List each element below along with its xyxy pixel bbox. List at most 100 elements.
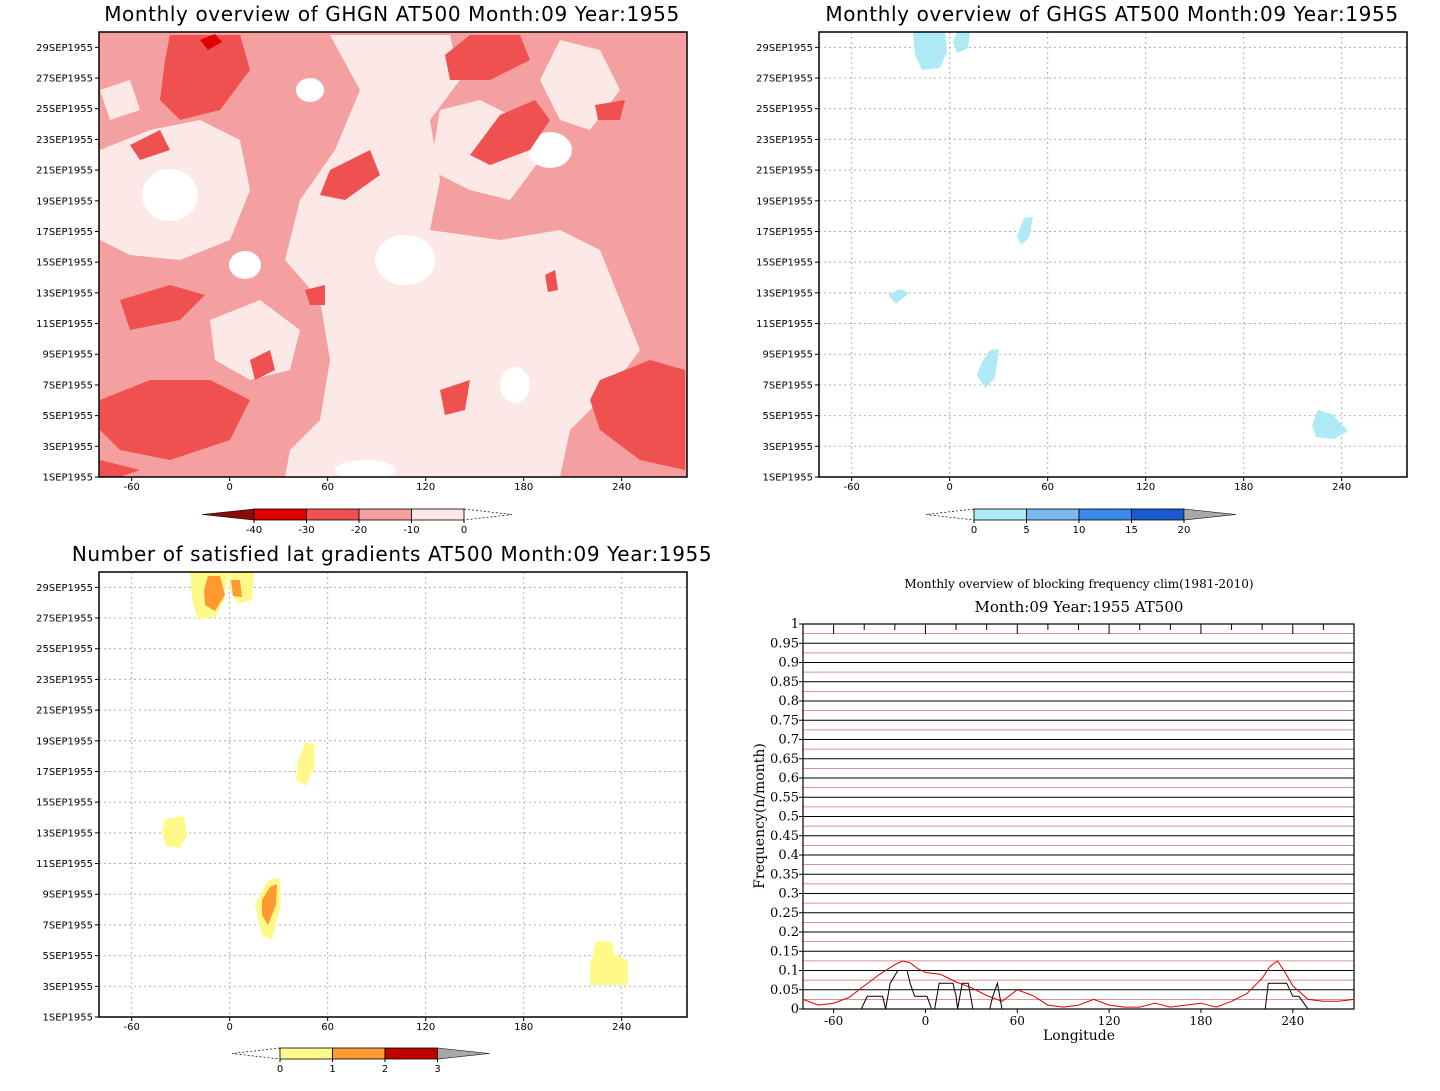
ghgn-title: Monthly overview of GHGN AT500 Month:09 … xyxy=(104,2,680,26)
x-tick-label: 240 xyxy=(612,1022,631,1033)
y-tick-label: 11SEP1955 xyxy=(36,859,93,870)
colorbar-segment xyxy=(279,1047,333,1060)
y-tick-label: 11SEP1955 xyxy=(756,319,813,330)
x-tick-label: 180 xyxy=(514,482,533,493)
y-tick-label: 7SEP1955 xyxy=(42,380,93,391)
lat-gradients-colorbar: 0 1 2 3 xyxy=(231,1047,490,1075)
lat-gradients-patch xyxy=(231,580,242,597)
ghgn-dark-region xyxy=(445,35,530,80)
y-tick-label: 0.95 xyxy=(770,636,799,651)
y-tick-label: 0.85 xyxy=(770,675,799,690)
y-tick-label: 17SEP1955 xyxy=(36,227,93,238)
ghgn-dark-region xyxy=(595,100,625,120)
y-tick-label: 27SEP1955 xyxy=(36,74,93,85)
ghgn-light-region xyxy=(210,300,300,380)
y-tick-label: 0.35 xyxy=(770,867,799,882)
ghgs-patch xyxy=(913,32,947,70)
x-tick-label: -60 xyxy=(824,1014,843,1028)
x-tick-label: 120 xyxy=(416,482,435,493)
ghgn-light-region xyxy=(285,35,640,477)
y-tick-label: 13SEP1955 xyxy=(36,288,93,299)
x-tick-label: 120 xyxy=(1136,482,1155,493)
ghgn-white-patch xyxy=(296,78,324,102)
y-tick-label: 19SEP1955 xyxy=(36,736,93,747)
x-tick-label: 120 xyxy=(416,1022,435,1033)
lat-gradients-grid xyxy=(99,572,687,1017)
colorbar-low-triangle xyxy=(925,508,975,521)
ghgn-dark-region xyxy=(100,460,140,477)
y-tick-label: 25SEP1955 xyxy=(756,104,813,115)
y-tick-label: 0.55 xyxy=(770,790,799,805)
y-tick-label: 29SEP1955 xyxy=(36,583,93,594)
colorbar-label: -20 xyxy=(351,525,367,536)
x-tick-label: 60 xyxy=(1010,1014,1025,1028)
colorbar-segment xyxy=(973,508,1027,521)
y-tick-label: 1SEP1955 xyxy=(42,473,93,484)
y-tick-label: 3SEP1955 xyxy=(762,442,813,453)
ghgs-title: Monthly overview of GHGS AT500 Month:09 … xyxy=(825,2,1398,26)
y-tick-label: 0 xyxy=(791,1002,799,1017)
y-tick-label: 0.45 xyxy=(770,829,799,844)
x-tick-label: -60 xyxy=(843,482,859,493)
y-tick-label: 15SEP1955 xyxy=(36,798,93,809)
y-tick-label: 5SEP1955 xyxy=(42,411,93,422)
colorbar-label: 2 xyxy=(382,1064,388,1075)
colorbar-label: 10 xyxy=(1073,525,1086,536)
y-tick-label: 17SEP1955 xyxy=(756,227,813,238)
blocking-ylabel: Frequency(n/month) xyxy=(752,743,768,889)
colorbar-label: 0 xyxy=(461,525,467,536)
ghgs-field xyxy=(819,32,1407,477)
colorbar-low-triangle xyxy=(201,508,255,521)
lat-gradients-patch xyxy=(162,816,187,848)
ghgn-dark-region xyxy=(250,350,275,380)
ghgn-darkest-region xyxy=(200,34,222,50)
ghgn-colorbar: -40 -30 -20 -10 0 xyxy=(201,508,513,536)
ghgn-dark-region xyxy=(590,360,685,470)
x-tick-label: 0 xyxy=(226,482,232,493)
ghgs-patch xyxy=(1017,217,1033,245)
y-tick-label: 25SEP1955 xyxy=(36,104,93,115)
ghgn-white-patch xyxy=(375,235,435,285)
lat-gradients-background xyxy=(99,572,687,1017)
x-tick-label: 0 xyxy=(226,1022,232,1033)
x-tick-label: 180 xyxy=(1189,1014,1212,1028)
blocking-title: Monthly overview of blocking frequency c… xyxy=(904,577,1253,591)
panel-blocking-frequency: Monthly overview of blocking frequency c… xyxy=(752,577,1355,1044)
colorbar-label: 20 xyxy=(1178,525,1191,536)
y-tick-label: 0.05 xyxy=(770,983,799,998)
ghgn-dark-region xyxy=(320,150,380,200)
y-tick-label: 9SEP1955 xyxy=(762,350,813,361)
ghgs-background xyxy=(819,32,1407,477)
ghgn-dark-region xyxy=(160,35,250,120)
lat-gradients-axes: -60 0 60 120 180 240 1SEP1955 3SEP1955 5SEP1955 7… xyxy=(36,571,688,1033)
y-tick-label: 0.75 xyxy=(770,713,799,728)
lat-gradients-patch xyxy=(204,576,225,611)
y-tick-label: 5SEP1955 xyxy=(42,951,93,962)
ghgs-grid xyxy=(819,32,1407,477)
x-tick-label: 0 xyxy=(946,482,952,493)
x-tick-label: 240 xyxy=(1281,1014,1304,1028)
ghgn-white-patch xyxy=(335,460,395,477)
colorbar-label: 15 xyxy=(1125,525,1138,536)
y-tick-label: 27SEP1955 xyxy=(756,74,813,85)
ghgs-colorbar: 0 5 10 15 20 xyxy=(925,508,1237,536)
y-tick-label: 0.7 xyxy=(778,733,799,748)
colorbar-segment xyxy=(306,508,360,521)
y-tick-label: 0.6 xyxy=(778,771,799,786)
lat-gradients-patch xyxy=(590,941,628,985)
y-tick-label: 21SEP1955 xyxy=(36,706,93,717)
x-tick-label: 60 xyxy=(1041,482,1054,493)
colorbar-label: 3 xyxy=(434,1064,440,1075)
x-tick-label: -60 xyxy=(123,482,139,493)
plot-frame xyxy=(98,31,688,478)
colorbar-segment xyxy=(1078,508,1132,521)
y-tick-label: 23SEP1955 xyxy=(36,675,93,686)
y-tick-label: 23SEP1955 xyxy=(36,135,93,146)
colorbar-high-triangle xyxy=(463,508,513,521)
colorbar-segment xyxy=(1131,508,1185,521)
y-tick-label: 25SEP1955 xyxy=(36,644,93,655)
y-tick-label: 19SEP1955 xyxy=(36,196,93,207)
plot-frame xyxy=(98,571,688,1018)
colorbar-high-triangle xyxy=(437,1047,490,1060)
x-tick-label: 180 xyxy=(1234,482,1253,493)
